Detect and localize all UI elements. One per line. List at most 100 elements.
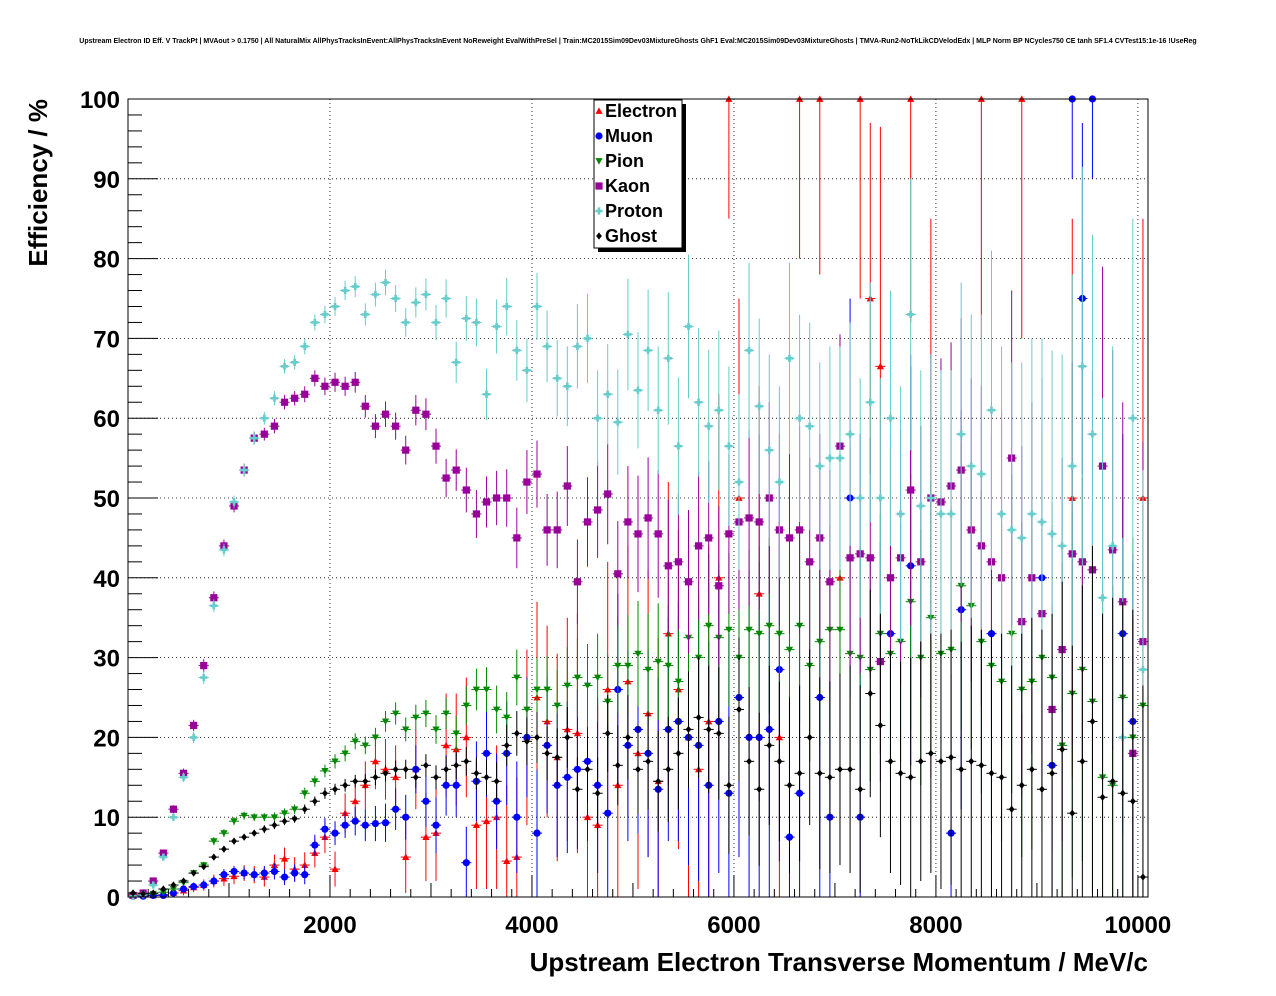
marker-ghost [806,733,813,741]
marker-kaon [725,530,733,538]
data-point-ghost [733,637,745,782]
marker-proton [280,362,289,370]
legend-items: Electron Muon Pion Kaon Proton Ghost [595,101,677,246]
marker-proton [270,394,279,402]
marker-proton [523,366,531,374]
y-tick-label: 100 [80,87,120,114]
marker-ghost [958,765,965,773]
marker-kaon [573,578,582,586]
marker-pion [250,814,258,821]
data-point-ghost [269,821,280,830]
data-point-kaon [430,428,442,464]
data-point-ghost [592,757,603,830]
marker-proton [674,442,682,450]
data-point-ghost [804,649,815,826]
marker-ghost [645,757,651,765]
data-point-proton [531,272,543,340]
marker-pion [321,768,329,775]
marker-pion [311,778,319,785]
marker-ghost [857,785,864,793]
legend-item-electron: Electron [595,101,677,121]
x-tick-label: 8000 [909,912,962,939]
data-point-proton [1006,362,1017,698]
data-point-ghost [552,728,563,787]
marker-kaon [634,530,642,538]
marker-kaon [826,578,834,586]
marker-kaon [260,430,268,438]
marker-electron [442,741,450,749]
marker-pion [765,622,773,630]
marker-ghost [342,781,349,789]
data-point-ghost [390,760,401,779]
marker-proton [957,430,965,438]
data-point-ghost [562,707,573,768]
marker-muon [371,819,380,828]
marker-ghost [200,863,207,871]
series-ghost [128,545,1148,898]
data-point-kaon [168,805,179,814]
data-point-ghost [845,665,856,874]
data-point-kaon [259,427,270,441]
data-point-pion [360,736,371,755]
data-point-pion [299,787,310,799]
data-point-ghost [915,641,926,882]
data-point-ghost [319,787,330,799]
legend-item-proton: Proton [595,201,663,221]
marker-pion [785,646,794,654]
chart-title: Upstream Electron ID Eff. V TrackPt | MV… [79,38,1196,45]
data-point-kaon [501,469,512,527]
marker-proton [896,510,905,518]
data-point-pion [592,633,603,722]
marker-ghost [372,773,379,781]
data-point-ghost [370,769,381,786]
marker-ghost [988,769,995,777]
marker-electron [351,797,359,805]
marker-proton [301,342,309,350]
marker-pion [169,886,178,893]
marker-ghost [513,729,520,738]
marker-pion [412,714,420,722]
data-point-proton [845,322,856,546]
data-point-kaon [198,659,209,672]
marker-electron [503,857,511,864]
marker-pion [664,662,672,670]
marker-proton [381,278,390,287]
marker-ghost [402,765,409,773]
legend-marker-electron [595,107,603,114]
data-point-ghost [340,778,351,792]
marker-proton [412,298,420,307]
data-point-kaon [340,376,351,396]
marker-proton [392,294,400,303]
data-point-kaon [350,371,361,393]
marker-ghost [594,789,601,797]
legend-label-ghost: Ghost [605,226,657,246]
y-tick-label: 20 [93,725,120,752]
data-point-proton [804,322,815,530]
marker-proton [846,430,854,438]
marker-kaon [604,490,612,498]
marker-ghost [180,877,187,885]
marker-ghost [1018,781,1025,789]
data-point-proton [198,671,209,684]
data-point-ghost [885,649,896,874]
marker-pion [755,630,763,638]
marker-ghost [625,733,631,741]
marker-ghost [736,705,742,714]
marker-ghost [150,889,157,897]
marker-muon [200,881,208,889]
data-point-kaon [612,521,623,627]
data-point-kaon [632,475,644,593]
marker-proton [694,398,703,406]
data-point-muon [299,865,310,885]
data-point-kaon [673,493,684,631]
data-point-ghost [966,625,977,897]
data-point-proton [218,543,229,557]
data-point-proton [158,853,169,861]
marker-proton [351,282,359,291]
marker-kaon [291,394,299,402]
marker-pion [442,710,450,718]
data-point-kaon [420,398,431,431]
marker-ghost [907,773,914,781]
marker-ghost [574,785,581,793]
marker-electron [422,833,430,841]
